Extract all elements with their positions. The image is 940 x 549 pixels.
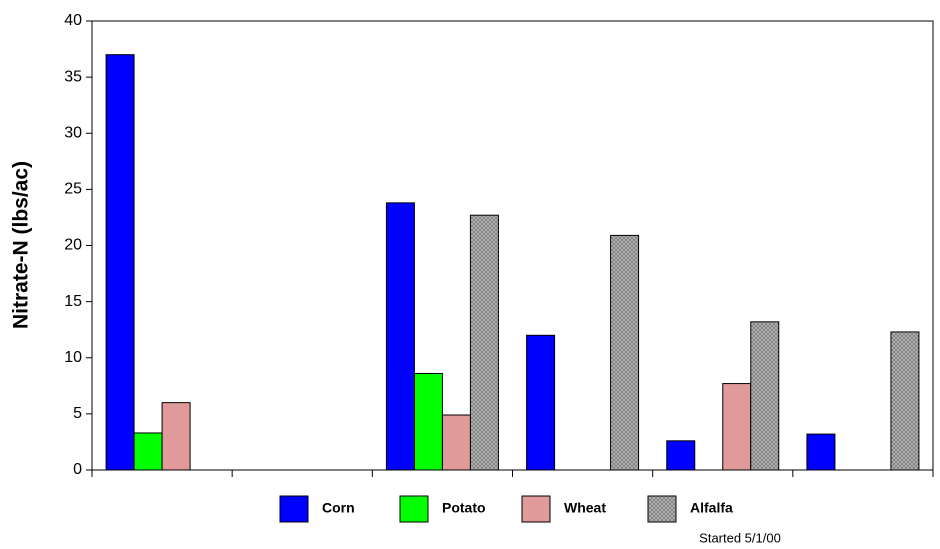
legend-swatch bbox=[279, 495, 309, 523]
bar bbox=[806, 433, 836, 471]
y-tick-label: 10 bbox=[64, 349, 82, 366]
y-tick-label: 35 bbox=[64, 68, 82, 85]
annotation: Started 5/1/00 bbox=[699, 530, 781, 545]
bar bbox=[105, 54, 135, 471]
legend-label: Potato bbox=[442, 500, 486, 516]
bar bbox=[441, 414, 471, 471]
bar bbox=[133, 432, 163, 471]
y-tick-label: 20 bbox=[64, 237, 82, 254]
y-tick-label: 5 bbox=[73, 405, 82, 422]
legend-swatch bbox=[521, 495, 551, 523]
legend-swatch bbox=[647, 495, 677, 523]
bar bbox=[750, 321, 780, 471]
bar bbox=[610, 234, 640, 471]
y-tick-label: 15 bbox=[64, 293, 82, 310]
bar bbox=[413, 372, 443, 471]
y-tick-label: 40 bbox=[64, 12, 82, 29]
legend-label: Wheat bbox=[564, 500, 606, 516]
y-tick-label: 30 bbox=[64, 124, 82, 141]
y-axis-label: Nitrate-N (lbs/ac) bbox=[10, 161, 33, 329]
bar bbox=[666, 440, 696, 471]
bar bbox=[385, 202, 415, 471]
bar bbox=[526, 334, 556, 471]
bar bbox=[469, 214, 499, 471]
bar bbox=[890, 331, 920, 471]
y-tick-label: 25 bbox=[64, 181, 82, 198]
legend-label: Alfalfa bbox=[690, 500, 733, 516]
legend-label: Corn bbox=[322, 500, 355, 516]
plot-frame bbox=[91, 20, 934, 471]
y-tick-label: 0 bbox=[73, 461, 82, 478]
bar bbox=[722, 383, 752, 471]
bar bbox=[161, 402, 191, 471]
legend-swatch bbox=[399, 495, 429, 523]
